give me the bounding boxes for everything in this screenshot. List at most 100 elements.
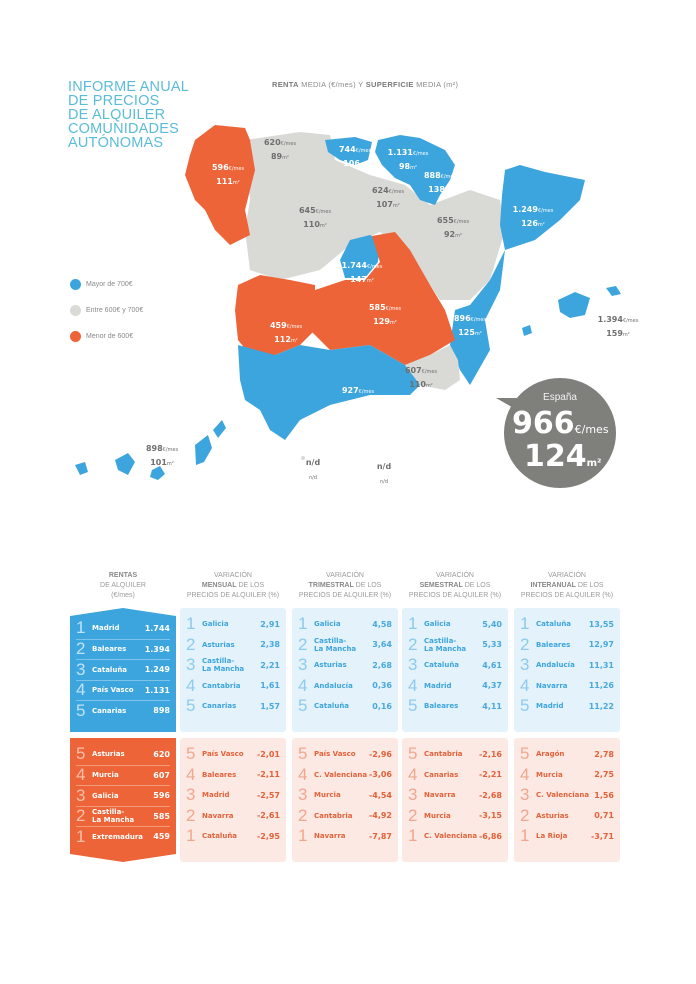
- region-canarias-3[interactable]: [195, 435, 212, 465]
- rank-number: 3: [408, 785, 418, 805]
- map-label-area: 126m²: [513, 216, 554, 230]
- ranking-value: 459: [153, 832, 170, 842]
- region-cataluna[interactable]: [500, 165, 585, 250]
- rent-value: 620: [263, 138, 281, 147]
- ranking-value: 0,71: [594, 811, 614, 821]
- header-text: PRECIOS DE ALQUILER (%): [408, 592, 502, 599]
- map-label-region: 896€/mes 125m²: [454, 311, 486, 339]
- map-label-rent: 898€/mes: [146, 441, 178, 455]
- region-madrid[interactable]: [340, 235, 380, 278]
- area-unit: m²: [366, 278, 374, 284]
- area-value: n/d: [308, 475, 318, 481]
- rent-value: 459: [269, 321, 287, 330]
- region-baleares-ibiza[interactable]: [522, 325, 532, 336]
- area-value: 138: [428, 185, 445, 194]
- ranking-row: 5 Canarias 898: [76, 700, 170, 721]
- spain-map: [75, 125, 621, 480]
- region-andalucia[interactable]: [238, 345, 420, 440]
- rank-number: 5: [408, 696, 418, 716]
- map-label-rent: 1.249€/mes: [513, 202, 554, 216]
- area-unit: m²: [444, 188, 452, 194]
- rank-number: 2: [76, 806, 86, 826]
- map-heading-area: SUPERFICIE: [365, 80, 414, 89]
- rank-number: 5: [186, 744, 196, 764]
- ranking-value: -2,96: [368, 749, 392, 759]
- ranking-row: 4 Andalucía 0,36: [298, 676, 392, 697]
- area-value: 112: [274, 335, 291, 344]
- rank-number: 3: [186, 655, 196, 675]
- area-unit: m²: [389, 320, 397, 326]
- rent-unit: €/mes: [385, 306, 402, 312]
- region-baleares[interactable]: [558, 292, 590, 318]
- header-text: VARIACIÓN: [326, 572, 364, 579]
- region-name: País Vasco: [202, 750, 244, 759]
- bottom-ranking-panel: 5 País Vasco -2,01 4 Baleares -2,11 3 Madrid -2,…: [180, 738, 286, 862]
- ranking-row: 4 Murcia 607: [76, 765, 170, 786]
- ranking-value: -2,01: [256, 749, 280, 759]
- ranking-row: 4 Murcia 2,75: [520, 765, 614, 786]
- rank-number: 4: [520, 764, 530, 784]
- region-name: C. Valenciana: [536, 791, 590, 800]
- region-galicia[interactable]: [185, 125, 255, 245]
- region-baleares-menorca[interactable]: [606, 286, 621, 296]
- ranking-row: 1 Navarra -7,87: [298, 826, 392, 847]
- ranking-row: 4 País Vasco 1.131: [76, 679, 170, 701]
- area-value: 147: [350, 275, 367, 284]
- ranking-row: 4 Baleares -2,11: [186, 765, 280, 786]
- region-extremadura[interactable]: [235, 275, 315, 355]
- region-castilla-y-leon[interactable]: [245, 132, 505, 300]
- region-canarias-1[interactable]: [115, 453, 135, 475]
- map-label-rent: n/d: [377, 459, 391, 473]
- rent-unit: €/mes: [355, 148, 372, 154]
- rank-number: 4: [76, 765, 86, 785]
- region-name: Baleares: [424, 702, 459, 711]
- rent-unit: €/mes: [358, 389, 375, 395]
- ranking-row: 5 Cataluña 0,16: [298, 696, 392, 717]
- ranking-value: -3,71: [590, 831, 614, 841]
- rent-value: 624: [371, 186, 389, 195]
- area-value: n/d: [379, 479, 389, 485]
- region-name: Murcia: [92, 771, 119, 780]
- region-canarias-2[interactable]: [150, 466, 165, 480]
- rent-value: 1.249: [512, 205, 538, 214]
- area-unit: m²: [319, 223, 327, 229]
- rank-number: 1: [520, 614, 530, 634]
- area-unit: m²: [359, 162, 367, 168]
- region-cantabria[interactable]: [325, 137, 372, 165]
- spain-label: España: [543, 392, 577, 403]
- title-line: COMUNIDADES: [68, 121, 179, 137]
- ranking-value: 11,22: [588, 701, 614, 711]
- ranking-row: 2 Castilla- La Mancha 5,33: [408, 635, 502, 656]
- ranking-value: 4,58: [372, 619, 392, 629]
- rent-value: 585: [368, 303, 386, 312]
- region-name: Aragón: [536, 750, 565, 759]
- region-canarias-4[interactable]: [213, 420, 226, 438]
- rank-number: 2: [186, 805, 196, 825]
- bottom-ranking-panel: 5 Asturias 620 4 Murcia 607 3 Galicia 596 2 Castil…: [70, 738, 176, 862]
- region-castilla-la-mancha[interactable]: [310, 232, 455, 365]
- area-value: 126: [521, 219, 538, 228]
- region-name: Asturias: [314, 661, 347, 670]
- ranking-value: 11,26: [588, 681, 614, 691]
- rank-number: 1: [408, 826, 418, 846]
- region-name: Cantabria: [314, 811, 353, 820]
- region-canarias-5[interactable]: [75, 462, 88, 475]
- ranking-row: 5 Cantabria -2,16: [408, 744, 502, 765]
- map-label-rent: 585€/mes: [369, 300, 401, 314]
- header-text: DE LOS: [575, 582, 604, 589]
- region-c-valenciana[interactable]: [450, 250, 505, 385]
- map-label-area: 112m²: [270, 332, 302, 346]
- ranking-value: -6,86: [478, 831, 502, 841]
- map-label-area: 138m²: [424, 182, 456, 196]
- region-murcia[interactable]: [405, 345, 460, 390]
- ranking-row: 3 Cataluña 1.249: [76, 659, 170, 680]
- rent-unit: €/mes: [280, 141, 297, 147]
- header-text: DE LOS: [236, 582, 265, 589]
- map-label-area: 89m²: [264, 149, 296, 163]
- region-name: Extremadura: [92, 832, 144, 841]
- region-ceuta[interactable]: [301, 456, 305, 460]
- region-name: Navarra: [314, 832, 346, 841]
- map-label-area: 110m²: [405, 377, 437, 391]
- map-label-region: 607€/mes 110m²: [405, 363, 437, 391]
- region-pais-vasco-navarra[interactable]: [375, 135, 455, 205]
